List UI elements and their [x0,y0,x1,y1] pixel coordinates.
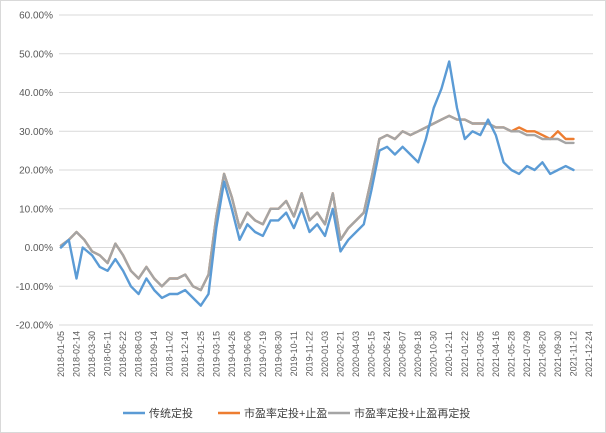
legend-label: 市盈率定投+止盈 [244,406,327,420]
x-tick-label: 2018-08-03 [134,331,144,377]
x-tick-label: 2019-07-19 [258,331,268,377]
x-tick-label: 2019-10-11 [289,331,299,376]
legend: 传统定投 市盈率定投+止盈 市盈率定投+止盈再定投 [123,406,470,420]
y-tick-label: 60.00% [19,11,53,22]
y-tick-label: 40.00% [19,88,53,99]
x-tick-label: 2020-06-24 [382,331,392,377]
x-tick-label: 2018-09-14 [149,331,159,377]
x-tick-label: 2020-12-11 [444,331,454,376]
x-tick-label: 2021-11-12 [568,331,578,376]
x-tick-label: 2018-12-14 [180,331,190,377]
x-tick-label: 2019-11-22 [304,331,314,376]
x-tick-label: 2018-01-05 [56,331,66,377]
x-tick-label: 2021-03-05 [475,331,485,377]
x-axis-ticks: 2018-01-05 2018-02-14 2018-03-30 2018-05-11… [56,331,594,377]
y-tick-label: 10.00% [19,204,53,215]
legend-label: 传统定投 [149,406,193,420]
grid-lines [59,14,593,326]
x-tick-label: 2020-02-21 [336,331,346,377]
x-tick-label: 2018-06-22 [118,331,128,377]
x-tick-label: 2021-04-16 [491,331,501,377]
series-line-0 [59,60,575,307]
x-tick-label: 2019-08-30 [273,331,283,377]
x-tick-label: 2018-03-30 [87,331,97,377]
x-tick-label: 2021-12-24 [584,331,594,377]
y-axis-ticks: -20.00% -10.00% 0.00% 10.00% 20.00% 30.00% 40.… [16,11,53,332]
x-tick-label: 2019-03-15 [211,331,221,377]
y-tick-label: 50.00% [19,49,53,60]
x-tick-label: 2021-08-20 [537,331,547,377]
x-tick-label: 2020-10-30 [429,331,439,377]
y-tick-label: -10.00% [16,282,53,293]
x-tick-label: 2018-11-02 [165,331,175,376]
x-tick-label: 2018-05-11 [103,331,113,376]
x-tick-label: 2019-06-06 [242,331,252,377]
y-tick-label: 30.00% [19,127,53,138]
x-tick-label: 2019-04-26 [227,331,237,377]
series-line-2 [59,114,575,292]
x-tick-label: 2020-09-18 [413,331,423,377]
x-tick-label: 2020-01-03 [320,331,330,377]
y-tick-label: -20.00% [16,321,53,332]
x-tick-label: 2019-01-25 [196,331,206,377]
x-tick-label: 2020-08-07 [398,331,408,377]
y-tick-label: 0.00% [25,243,53,254]
x-tick-label: 2021-05-28 [506,331,516,377]
series-lines [59,60,575,307]
x-tick-label: 2021-01-22 [460,331,470,377]
x-tick-label: 2018-02-14 [72,331,82,377]
legend-label: 市盈率定投+止盈再定投 [354,406,470,420]
x-tick-label: 2021-07-09 [522,331,532,377]
x-tick-label: 2021-09-30 [553,331,563,377]
x-tick-label: 2020-05-15 [367,331,377,377]
x-tick-label: 2020-04-03 [351,331,361,377]
y-tick-label: 20.00% [19,166,53,177]
